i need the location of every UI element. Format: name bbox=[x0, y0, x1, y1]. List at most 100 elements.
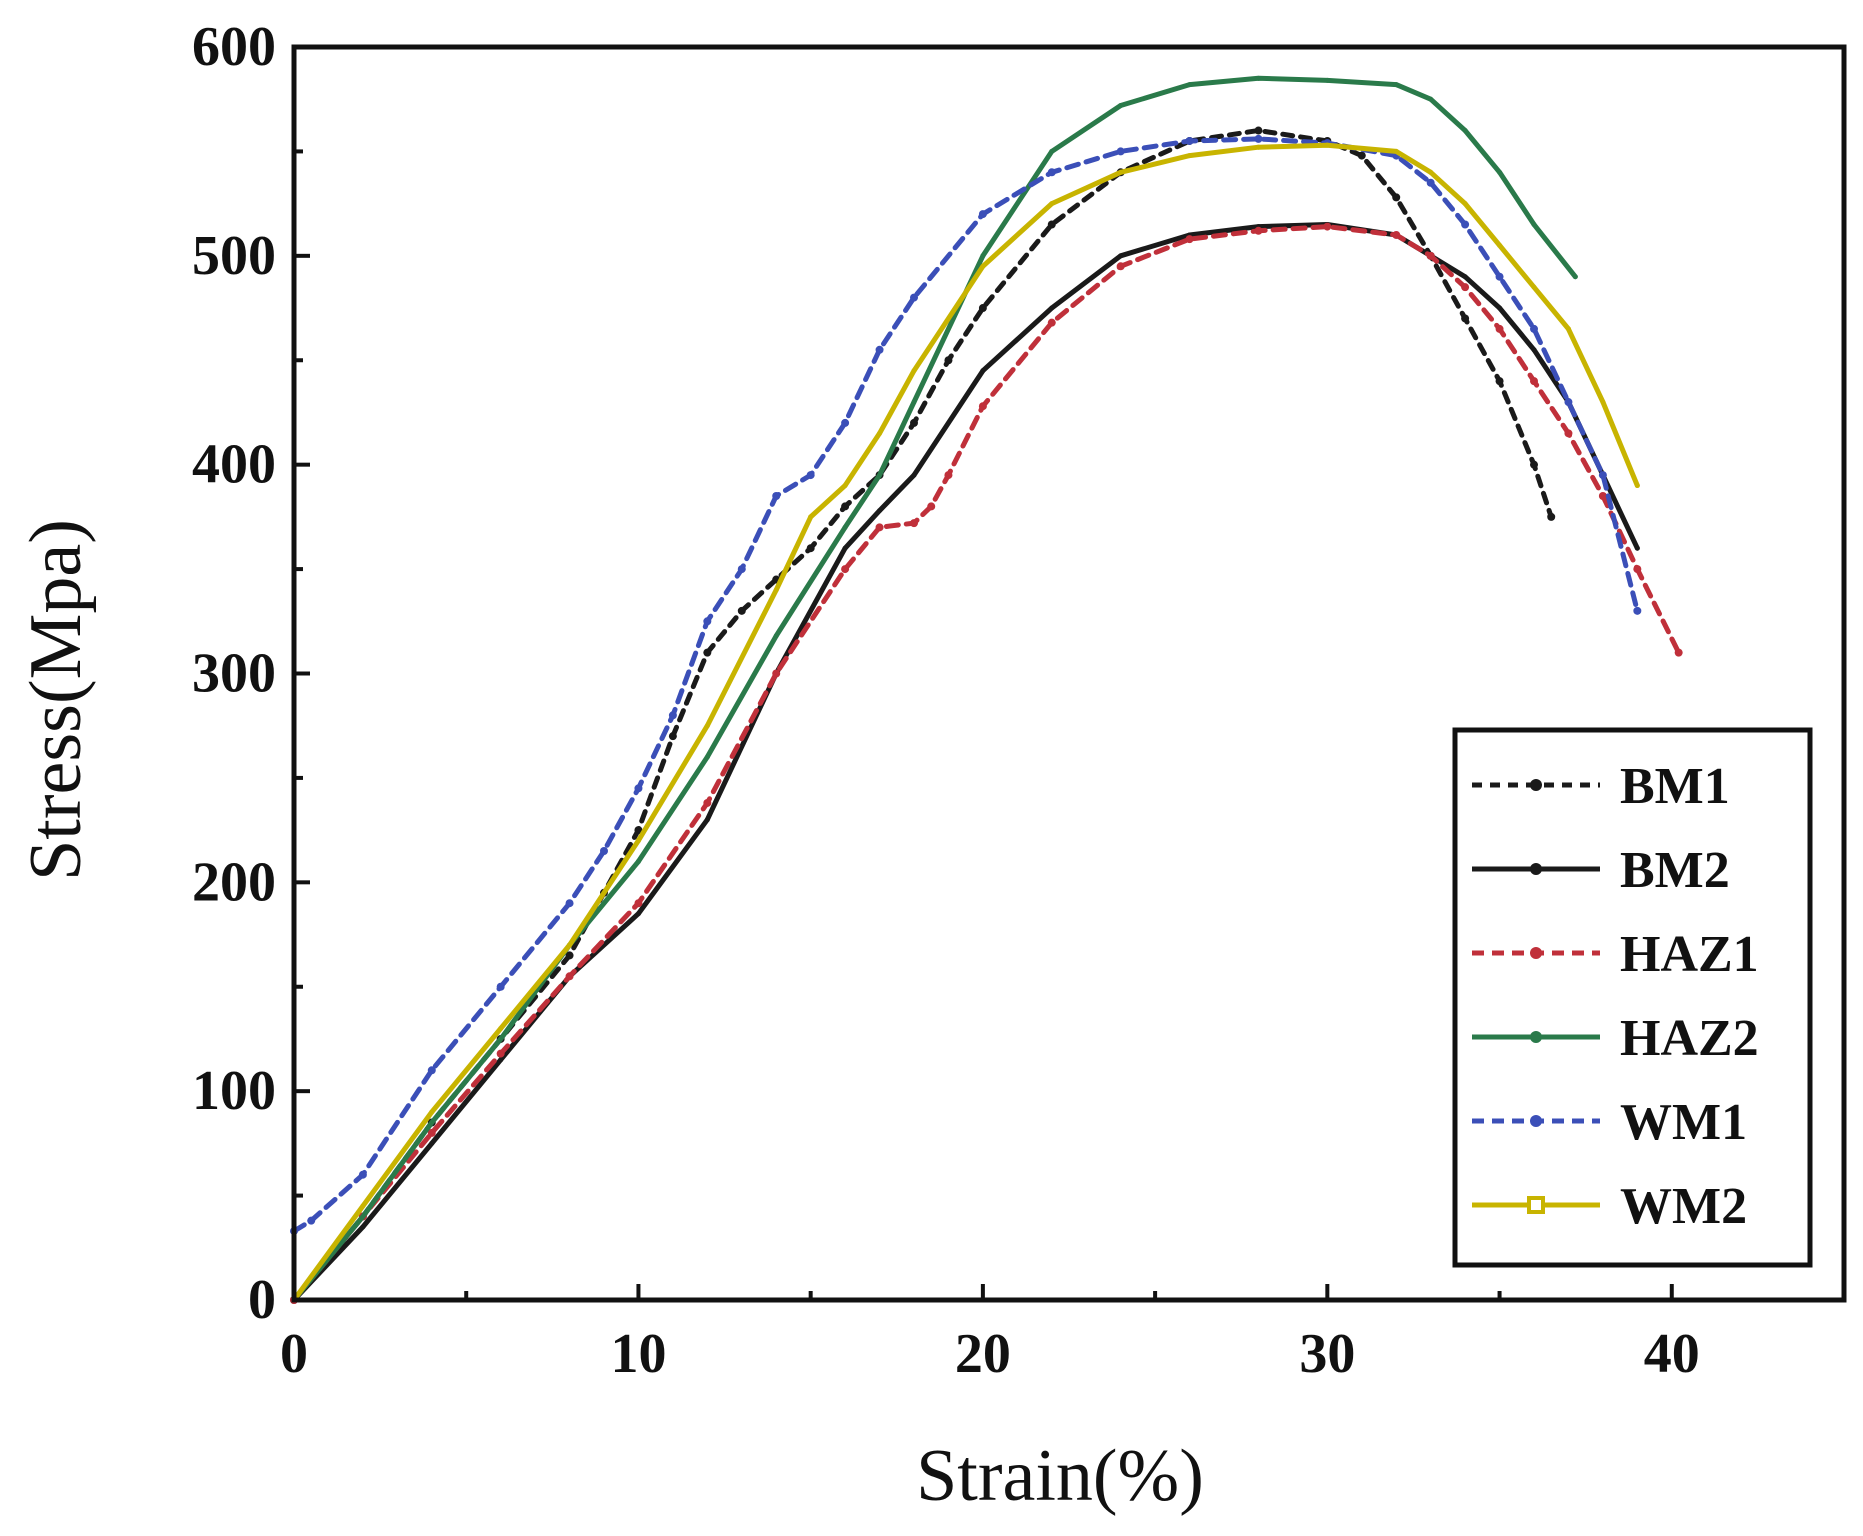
data-point-bm2 bbox=[704, 817, 710, 823]
series-wm1 bbox=[290, 134, 1642, 1236]
data-point-bm2 bbox=[911, 472, 917, 478]
data-point-haz1 bbox=[1461, 283, 1470, 292]
data-point-bm1 bbox=[910, 418, 918, 427]
data-point-wm2 bbox=[360, 1203, 366, 1209]
data-point-haz1 bbox=[1633, 565, 1642, 574]
data-point-bm1 bbox=[1530, 460, 1538, 469]
data-point-wm1 bbox=[737, 565, 746, 574]
data-point-wm2 bbox=[1462, 201, 1468, 207]
data-point-haz1 bbox=[1323, 222, 1332, 231]
data-point-haz1 bbox=[875, 523, 884, 532]
x-tick-label: 40 bbox=[1644, 1323, 1700, 1385]
data-point-haz1 bbox=[1564, 429, 1573, 438]
data-point-haz2 bbox=[429, 1119, 435, 1125]
data-point-haz2 bbox=[1049, 148, 1055, 154]
data-point-haz1 bbox=[1598, 491, 1607, 500]
data-point-bm1 bbox=[1495, 377, 1504, 386]
series-line-wm2 bbox=[291, 142, 1640, 1303]
data-point-wm2 bbox=[498, 1026, 504, 1032]
data-point-wm2 bbox=[1634, 483, 1640, 489]
data-point-wm1 bbox=[978, 210, 987, 219]
series-line-haz1 bbox=[291, 224, 1682, 1303]
data-point-bm2 bbox=[429, 1140, 435, 1146]
data-point-wm2 bbox=[842, 483, 848, 489]
data-point-wm2 bbox=[635, 838, 641, 844]
data-point-wm1 bbox=[600, 847, 608, 856]
data-point-haz1 bbox=[1530, 377, 1538, 386]
x-tick-label: 10 bbox=[610, 1323, 666, 1385]
data-point-wm1 bbox=[565, 899, 574, 908]
x-tick-label: 20 bbox=[955, 1323, 1011, 1385]
data-point-wm1 bbox=[1461, 220, 1470, 229]
data-point-wm1 bbox=[1530, 324, 1538, 333]
data-point-haz1 bbox=[1495, 324, 1504, 333]
data-point-wm1 bbox=[307, 1216, 316, 1225]
data-point-wm2 bbox=[1324, 142, 1330, 148]
data-point-haz1 bbox=[927, 502, 936, 511]
legend-label-wm2: WM2 bbox=[1620, 1178, 1747, 1235]
data-point-wm2 bbox=[808, 514, 814, 520]
legend-marker-bm1 bbox=[1530, 779, 1542, 791]
data-point-haz1 bbox=[634, 899, 643, 908]
data-point-bm1 bbox=[1047, 220, 1056, 229]
data-point-haz1 bbox=[496, 1049, 505, 1058]
data-point-wm2 bbox=[1187, 153, 1193, 159]
data-point-bm1 bbox=[634, 826, 643, 835]
y-tick-label: 100 bbox=[192, 1060, 276, 1122]
data-point-haz2 bbox=[1497, 169, 1503, 175]
data-point-wm1 bbox=[910, 293, 918, 302]
data-point-wm1 bbox=[875, 345, 884, 354]
data-point-bm1 bbox=[737, 606, 746, 615]
data-point-haz2 bbox=[1428, 96, 1434, 102]
data-point-bm1 bbox=[1461, 314, 1470, 323]
x-tick-label: 30 bbox=[1299, 1323, 1355, 1385]
data-point-haz2 bbox=[1187, 82, 1193, 88]
x-axis-title: Strain(%) bbox=[916, 1435, 1204, 1517]
data-point-haz1 bbox=[841, 565, 850, 574]
legend-label-bm2: BM2 bbox=[1620, 842, 1730, 899]
data-point-haz2 bbox=[1462, 128, 1468, 134]
data-point-wm1 bbox=[772, 491, 781, 500]
data-point-wm2 bbox=[773, 587, 779, 593]
data-point-wm1 bbox=[427, 1066, 436, 1075]
data-point-wm1 bbox=[703, 617, 712, 626]
data-point-haz2 bbox=[635, 858, 641, 864]
legend-marker-bm2 bbox=[1530, 863, 1542, 875]
data-point-haz2 bbox=[1255, 75, 1261, 81]
series-haz1 bbox=[290, 222, 1683, 1304]
data-point-bm2 bbox=[1462, 274, 1468, 280]
data-point-bm2 bbox=[360, 1224, 366, 1230]
legend-box bbox=[1452, 727, 1813, 1268]
data-point-wm2 bbox=[1049, 201, 1055, 207]
data-point-haz2 bbox=[1531, 222, 1537, 228]
data-point-wm2 bbox=[704, 723, 710, 729]
data-point-wm1 bbox=[1116, 147, 1125, 156]
legend: BM1 BM2 HAZ1 HAZ2 WM1 WM2 bbox=[1452, 727, 1813, 1268]
x-tick-label: 0 bbox=[280, 1323, 308, 1385]
data-point-haz1 bbox=[1185, 235, 1194, 244]
data-point-bm2 bbox=[980, 368, 986, 374]
data-point-bm1 bbox=[565, 951, 574, 960]
data-point-wm2 bbox=[1393, 148, 1399, 154]
y-tick-label: 200 bbox=[192, 851, 276, 913]
series-line-wm1 bbox=[291, 136, 1640, 1234]
data-point-wm2 bbox=[1428, 169, 1434, 175]
data-point-wm1 bbox=[806, 471, 815, 480]
data-point-haz1 bbox=[1116, 262, 1125, 271]
data-point-haz1 bbox=[978, 402, 987, 411]
data-point-wm1 bbox=[496, 982, 505, 991]
data-point-wm2 bbox=[429, 1109, 435, 1115]
data-point-haz1 bbox=[772, 669, 781, 678]
data-point-haz1 bbox=[1674, 648, 1683, 657]
data-point-bm2 bbox=[498, 1057, 504, 1063]
data-point-haz1 bbox=[703, 798, 712, 807]
legend-label-haz2: HAZ2 bbox=[1620, 1010, 1759, 1067]
y-tick-label: 300 bbox=[192, 643, 276, 705]
data-point-haz1 bbox=[1254, 226, 1263, 235]
legend-marker-wm2 bbox=[1527, 1196, 1545, 1214]
data-point-haz2 bbox=[980, 253, 986, 259]
data-point-haz1 bbox=[427, 1128, 436, 1137]
data-point-wm2 bbox=[567, 942, 573, 948]
data-point-haz1 bbox=[565, 972, 574, 981]
data-point-bm1 bbox=[703, 648, 712, 657]
